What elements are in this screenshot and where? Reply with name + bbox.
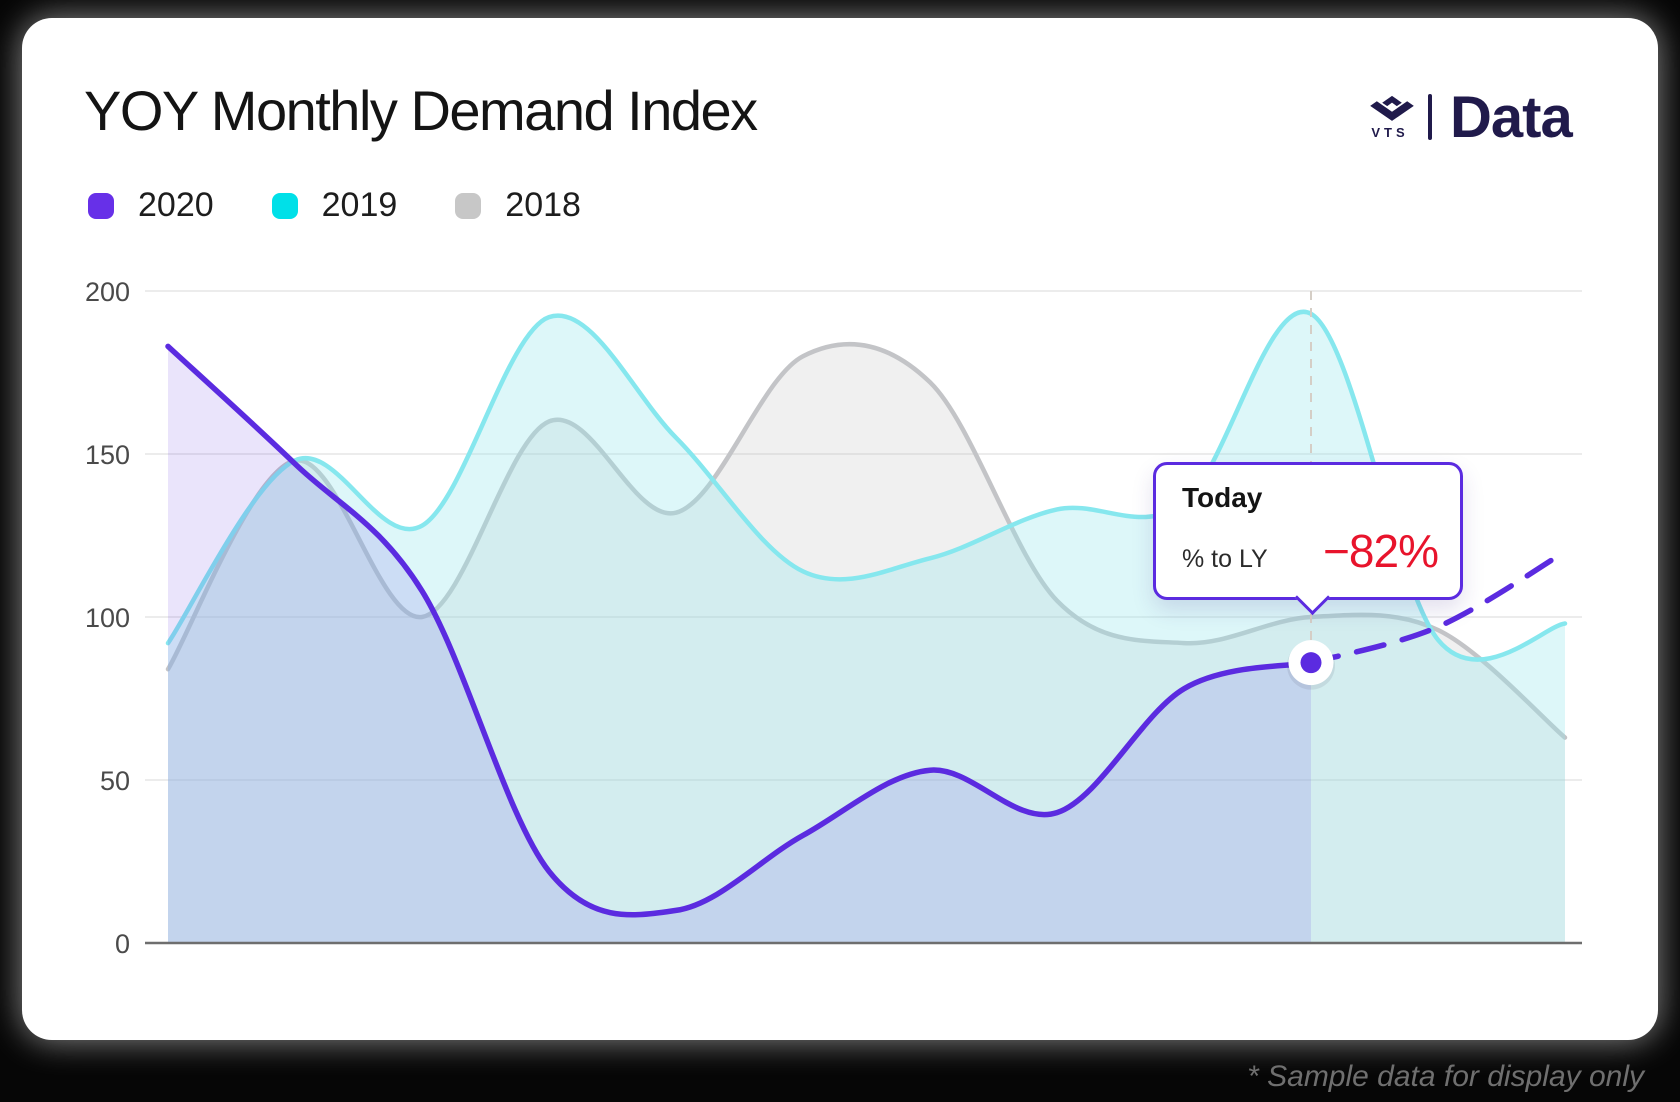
legend-swatch-2018: [455, 192, 482, 219]
page-title: YOY Monthly Demand Index: [84, 79, 758, 142]
logo-divider: [1428, 94, 1432, 140]
sample-data-footnote: * Sample data for display only: [1247, 1060, 1644, 1093]
tooltip-value: −82%: [1323, 525, 1439, 577]
legend-swatch-2020: [88, 192, 114, 219]
svg-text:150: 150: [85, 440, 130, 470]
legend-item-2019[interactable]: 2019: [271, 186, 398, 225]
tooltip-metric-label: % to LY: [1182, 545, 1268, 573]
legend-swatch-2019: [271, 192, 298, 219]
vts-data-logo: VTS Data: [1360, 85, 1600, 152]
legend-label: 2018: [505, 186, 581, 224]
legend-item-2018[interactable]: 2018: [455, 186, 581, 225]
svg-text:200: 200: [85, 277, 130, 307]
legend-label: 2019: [321, 186, 398, 224]
svg-text:100: 100: [85, 603, 130, 633]
vts-wordmark: VTS: [1371, 125, 1409, 140]
svg-text:0: 0: [115, 929, 130, 959]
vts-diamond-icon: [1370, 95, 1414, 121]
tooltip-title: Today: [1182, 482, 1263, 513]
svg-text:50: 50: [100, 766, 130, 796]
data-wordmark: Data: [1450, 85, 1573, 150]
chart-legend: 2020 2019 2018: [88, 186, 581, 225]
legend-item-2020[interactable]: 2020: [88, 186, 214, 225]
legend-label: 2020: [138, 186, 214, 224]
today-tooltip: Today % to LY −82%: [1153, 462, 1463, 616]
